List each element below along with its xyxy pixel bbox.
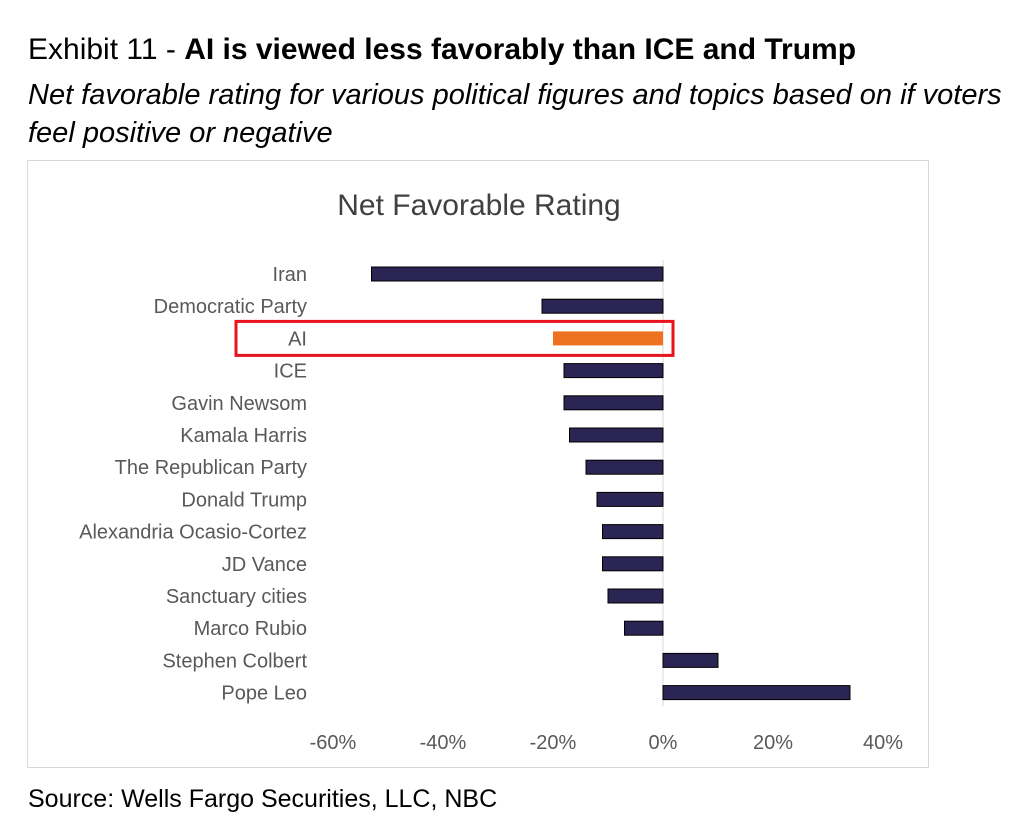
bar-stephen-colbert — [662, 652, 719, 668]
category-label-donald-trump: Donald Trump — [181, 489, 307, 511]
category-label-the-republican-party: The Republican Party — [115, 457, 307, 479]
bar-chart: Net Favorable Rating Iran Democratic Part… — [79, 189, 904, 754]
category-label-ice: ICE — [274, 361, 307, 383]
x-tick-label: -60% — [310, 732, 357, 754]
category-label-democratic-party: Democratic Party — [154, 296, 307, 318]
bar-gavin-newsom — [563, 395, 664, 411]
chart-title: Net Favorable Rating — [337, 189, 620, 222]
category-label-pope-leo: Pope Leo — [221, 683, 307, 705]
category-label-marco-rubio: Marco Rubio — [194, 618, 307, 640]
x-axis-tick-labels: -60% -40% -20% 0% 20% 40% — [310, 732, 904, 754]
chart-frame: Net Favorable Rating Iran Democratic Part… — [27, 160, 929, 768]
category-label-alexandria-ocasio-cortez: Alexandria Ocasio-Cortez — [79, 522, 307, 544]
bar-democratic-party — [541, 298, 664, 314]
exhibit-subtitle: Net favorable rating for various politic… — [28, 79, 1002, 149]
bar-alexandria-ocasio-cortez — [602, 524, 664, 540]
category-label-gavin-newsom: Gavin Newsom — [171, 393, 307, 415]
bar-ice — [563, 363, 664, 379]
x-tick-label: 0% — [649, 732, 678, 754]
category-label-sanctuary-cities: Sanctuary cities — [166, 586, 307, 608]
bar-marco-rubio — [624, 620, 664, 636]
category-label-kamala-harris: Kamala Harris — [180, 425, 307, 447]
bar-donald-trump — [596, 491, 664, 507]
bar-sanctuary-cities — [607, 588, 664, 604]
highlight-box — [234, 319, 675, 357]
x-tick-label: 20% — [753, 732, 793, 754]
x-tick-label: 40% — [863, 732, 903, 754]
bar-jd-vance — [602, 556, 664, 572]
bar-ai — [553, 331, 663, 346]
exhibit-label: Exhibit 11 - — [28, 33, 185, 66]
bar-iran — [371, 266, 664, 282]
exhibit-title: Exhibit 11 - AI is viewed less favorably… — [28, 30, 856, 70]
bar-the-republican-party — [585, 459, 664, 475]
category-label-iran: Iran — [273, 264, 307, 286]
source-note: Source: Wells Fargo Securities, LLC, NBC — [28, 785, 498, 813]
category-label-jd-vance: JD Vance — [222, 554, 307, 576]
x-tick-label: -40% — [420, 732, 467, 754]
category-labels: Iran Democratic Party AI ICE Gavin Newsom Kam… — [79, 264, 307, 705]
bar-pope-leo — [662, 685, 851, 701]
exhibit-headline: AI is viewed less favorably than ICE and… — [184, 33, 857, 66]
bars-layer — [371, 260, 851, 707]
bar-kamala-harris — [569, 427, 664, 443]
category-label-ai: AI — [288, 328, 307, 350]
category-label-stephen-colbert: Stephen Colbert — [162, 650, 307, 672]
x-tick-label: -20% — [530, 732, 577, 754]
